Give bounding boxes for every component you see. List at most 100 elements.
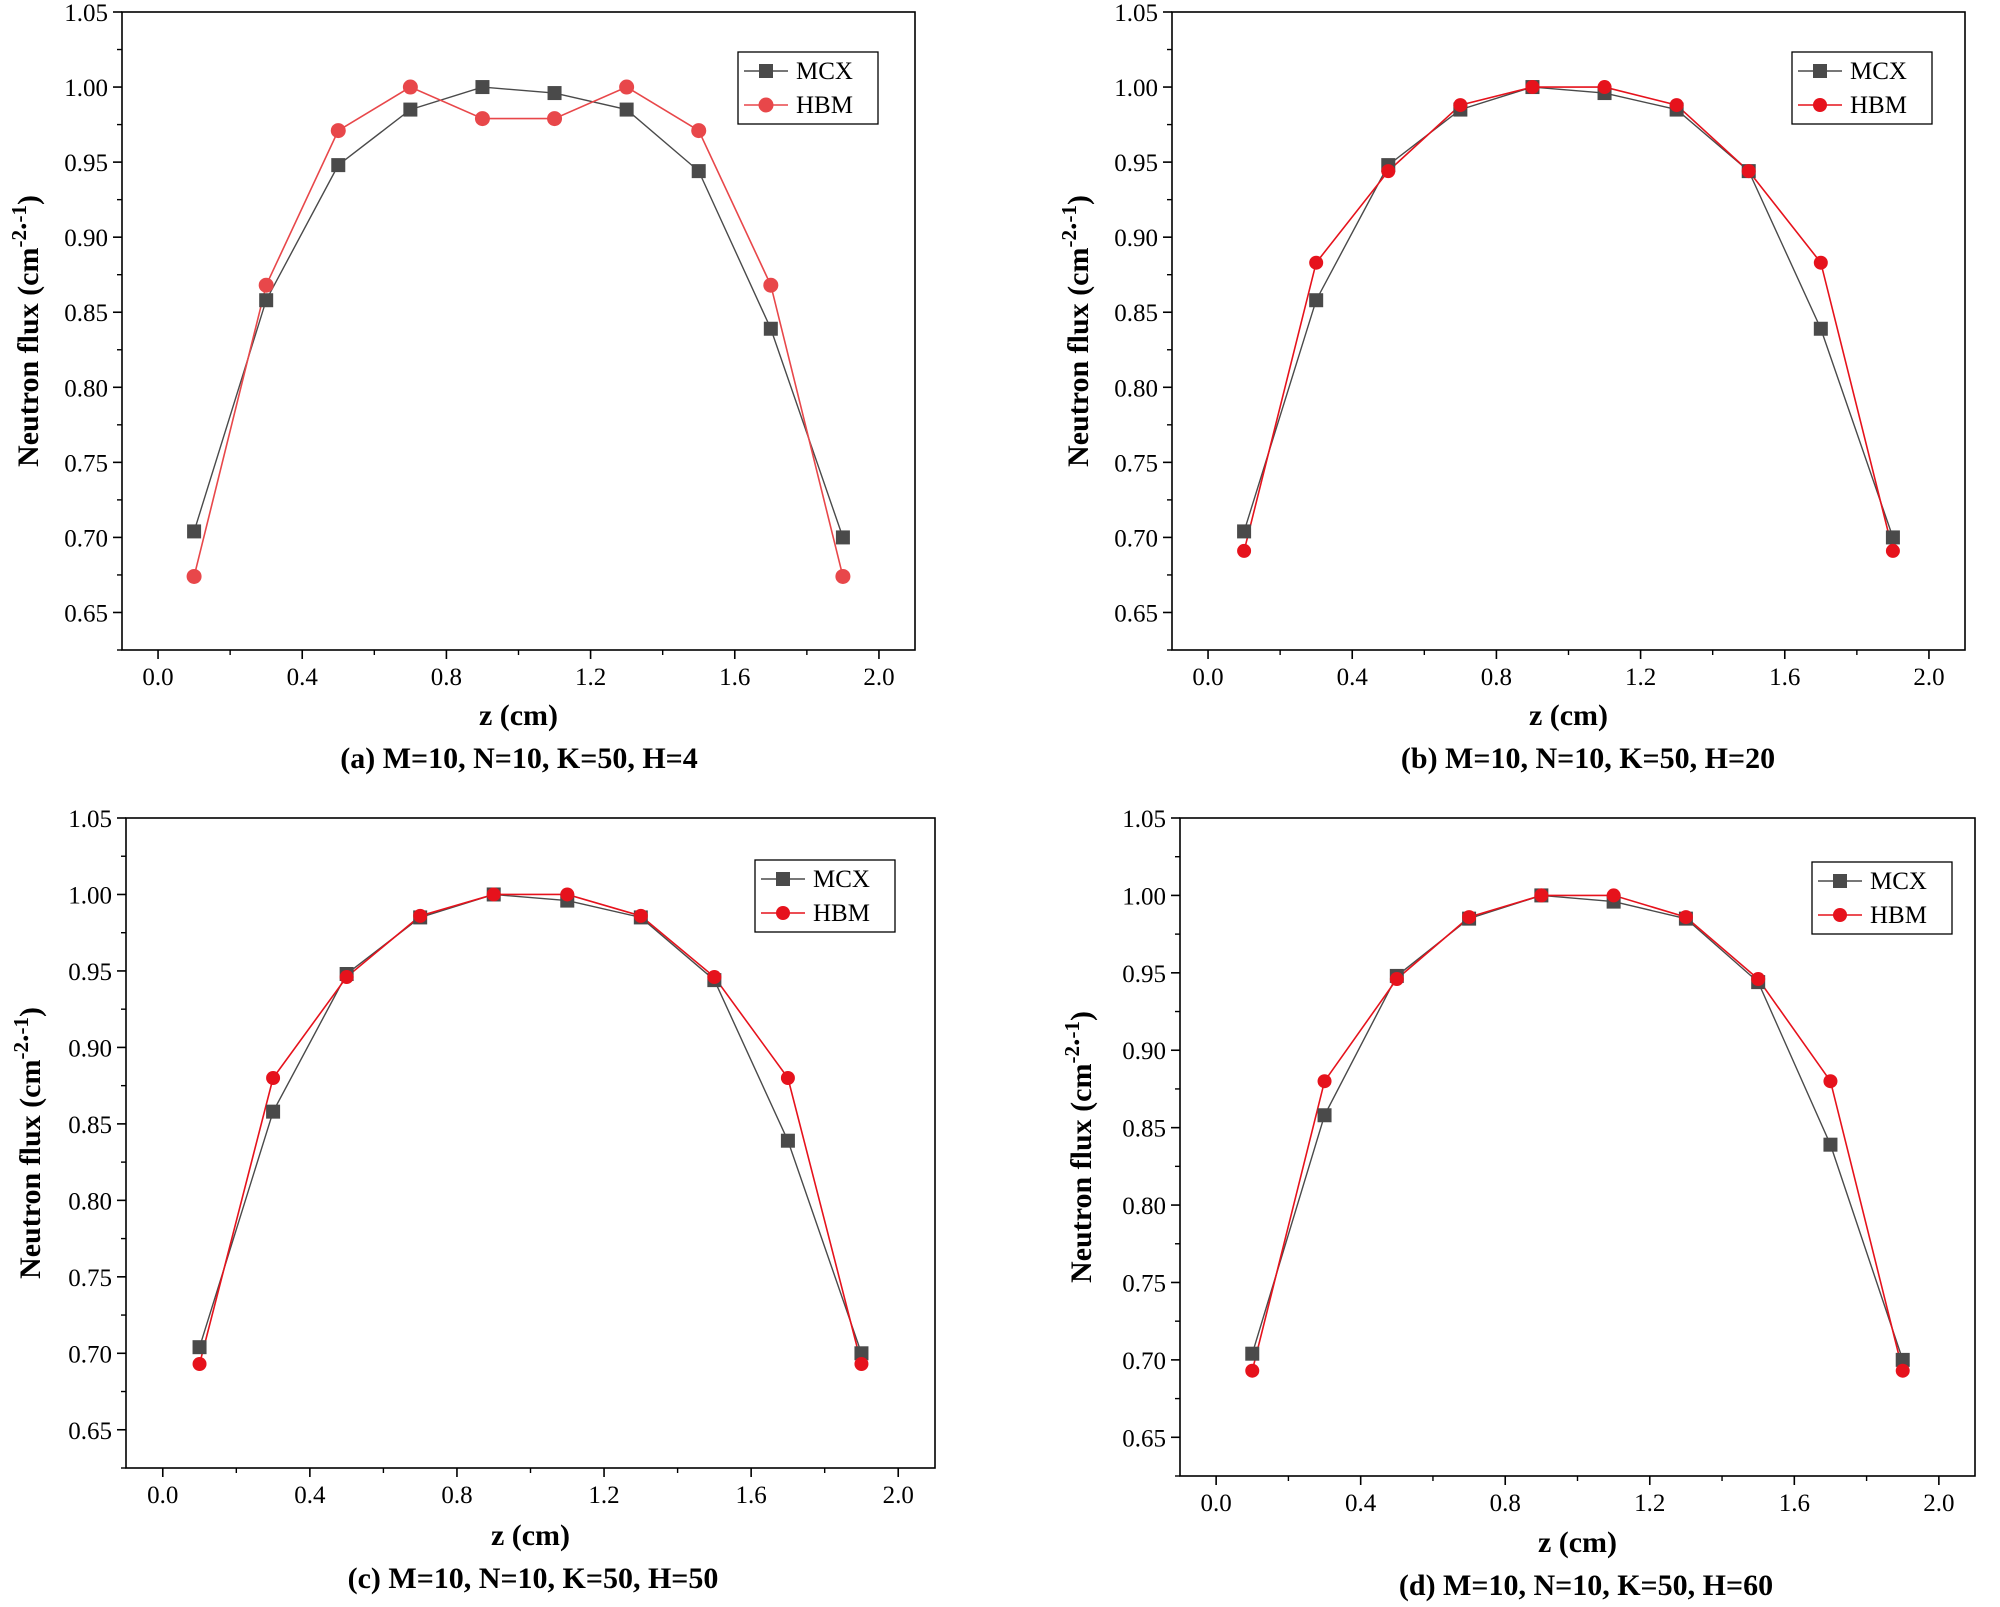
y-tick-label: 1.00 (1122, 883, 1166, 910)
y-tick-label: 0.65 (64, 600, 108, 627)
hbm-point (763, 277, 779, 293)
series-line-mcx (193, 86, 844, 538)
y-tick-label: 1.05 (1114, 0, 1158, 27)
hbm-point (402, 79, 418, 95)
y-axis-title-main: Neutron flux (cm (14, 1060, 47, 1279)
hbm-point (1237, 543, 1252, 558)
hbm-point (1381, 164, 1396, 179)
hbm-point (474, 111, 490, 127)
legend-marker-hbm (1813, 98, 1827, 112)
hbm-point (266, 1071, 281, 1085)
y-axis-title-end: ) (1062, 195, 1095, 205)
y-tick-label: 1.05 (1122, 806, 1166, 833)
x-tick-label: 2.0 (883, 1482, 914, 1509)
hbm-point (1885, 543, 1900, 558)
chart-panel-a: 0.0 0.4 0.8 1.2 1.6 2.0 0.65 0.70 0.75 0.80 0.85 0.… (0, 0, 916, 775)
legend-marker-hbm (1833, 908, 1847, 922)
y-tick-label: 0.90 (1114, 225, 1158, 252)
y-tick-label: 1.00 (1114, 75, 1158, 102)
mcx-point (192, 1340, 207, 1355)
y-tick-label: 0.80 (1122, 1193, 1166, 1220)
hbm-point (633, 908, 648, 923)
hbm-point (1813, 255, 1828, 270)
hbm-point (1453, 98, 1468, 113)
x-tick-label: 0.0 (142, 664, 173, 691)
legend-box (1791, 51, 1933, 125)
hbm-point (1462, 910, 1477, 925)
y-axis-title: Neutron flux (cm-2.-1) (0, 195, 45, 467)
legend-marker-hbm (758, 97, 774, 113)
y-tick-label: 0.80 (64, 375, 108, 402)
y-axis-title-sup2: -1 (9, 1017, 33, 1035)
hbm-point (258, 277, 274, 293)
mcx-point (403, 102, 418, 117)
hbm-point (413, 908, 428, 923)
legend-label-hbm: HBM (1850, 92, 1907, 119)
mcx-point (1885, 530, 1900, 545)
series-line-mcx (198, 893, 863, 1354)
hbm-point (560, 887, 575, 902)
mcx-point (1237, 524, 1252, 539)
y-tick-label: 0.65 (1114, 600, 1158, 627)
y-tick-label: 0.85 (1114, 300, 1158, 327)
y-tick-label: 0.90 (64, 225, 108, 252)
mcx-point (1245, 1346, 1260, 1361)
mcx-point (854, 1346, 869, 1361)
y-tick-label: 0.95 (1122, 961, 1166, 988)
y-axis-title-sup2: -1 (7, 205, 31, 223)
mcx-point (1895, 1352, 1910, 1367)
chart-panel-b: 0.0 0.4 0.8 1.2 1.6 2.0 0.65 0.70 0.75 0.80 0.85 0.… (1050, 0, 1966, 775)
y-axis-title-end: ) (14, 1007, 47, 1017)
y-axis-title: Neutron flux (cm-2.-1) (1050, 195, 1095, 467)
mcx-point (1813, 321, 1828, 336)
hbm-point (1895, 1363, 1910, 1378)
y-tick-label: 0.75 (1122, 1270, 1166, 1297)
panel-caption: (d) M=10, N=10, K=50, H=60 (1399, 1569, 1773, 1602)
x-axis-title: z (cm) (1538, 1526, 1617, 1559)
hbm-point (192, 1357, 207, 1371)
mcx-point (187, 524, 202, 539)
y-tick-label: 0.65 (68, 1418, 112, 1445)
x-tick-label: 2.0 (863, 664, 894, 691)
panel-caption: (b) M=10, N=10, K=50, H=20 (1401, 742, 1775, 775)
x-tick-label: 0.0 (1201, 1490, 1232, 1517)
y-tick-label: 0.95 (68, 959, 112, 986)
x-tick-label: 1.2 (1634, 1490, 1665, 1517)
y-axis-title-end: ) (12, 195, 45, 205)
hbm-point (691, 123, 707, 139)
y-tick-label: 1.00 (64, 75, 108, 102)
y-axis-title-main: Neutron flux (cm (1062, 248, 1095, 467)
mcx-point (259, 293, 274, 308)
mcx-point (1317, 1108, 1332, 1123)
hbm-point (854, 1357, 869, 1371)
y-axis-title-end: ) (1065, 1011, 1098, 1021)
x-tick-label: 0.8 (1490, 1490, 1521, 1517)
y-tick-label: 0.75 (64, 450, 108, 477)
legend: MCX HBM (1811, 861, 1953, 935)
x-tick-label: 0.4 (287, 664, 319, 691)
y-axis-title: Neutron flux (cm-2.-1) (1053, 1011, 1098, 1283)
hbm-point (619, 79, 635, 95)
legend-label-mcx: MCX (813, 866, 870, 893)
x-tick-label: 0.8 (1481, 664, 1512, 691)
hbm-point (1309, 255, 1324, 270)
hbm-point (1741, 164, 1756, 179)
hbm-point (547, 111, 563, 127)
y-axis-title-dot: . (1053, 1039, 1086, 1047)
x-tick-label: 0.4 (1345, 1490, 1377, 1517)
y-tick-label: 0.80 (68, 1188, 112, 1215)
hbm-point (780, 1071, 795, 1085)
legend-marker-mcx (1813, 64, 1827, 78)
y-tick-label: 0.95 (64, 150, 108, 177)
hbm-point (1597, 80, 1612, 95)
y-tick-label: 0.85 (1122, 1116, 1166, 1143)
y-tick-label: 0.85 (64, 300, 108, 327)
hbm-point (1751, 972, 1766, 987)
y-axis-title: Neutron flux (cm-2.-1) (2, 1007, 47, 1279)
series-line-hbm (198, 893, 863, 1365)
mcx-point (1309, 293, 1324, 308)
panel-caption: (a) M=10, N=10, K=50, H=4 (340, 742, 698, 775)
x-axis-title: z (cm) (479, 699, 558, 732)
x-tick-label: 0.8 (441, 1482, 472, 1509)
x-tick-label: 0.4 (1337, 664, 1369, 691)
